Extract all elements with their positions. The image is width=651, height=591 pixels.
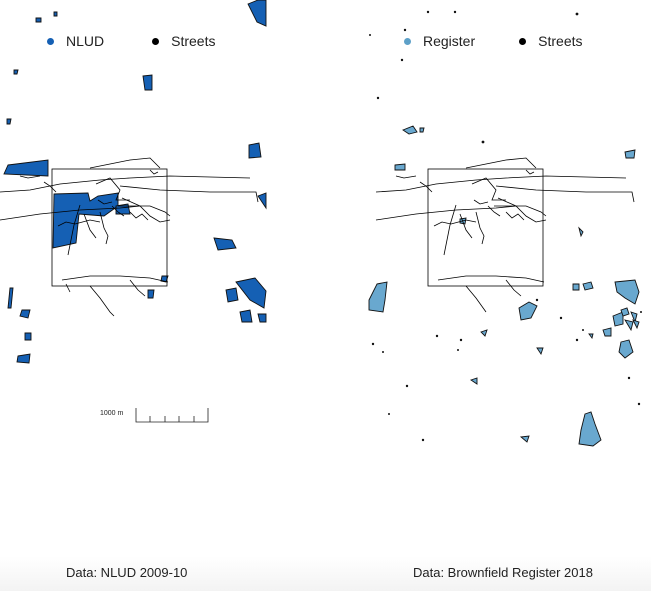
legend-item-streets: Streets xyxy=(519,33,583,49)
register-site xyxy=(632,319,640,330)
street-network xyxy=(375,157,635,313)
register-site xyxy=(536,347,544,356)
nlud-site xyxy=(257,313,267,323)
register-site xyxy=(612,311,624,327)
nlud-site xyxy=(213,237,237,251)
register-site xyxy=(578,226,584,238)
nlud-site xyxy=(7,287,14,309)
nlud-site xyxy=(53,11,58,17)
nlud-site xyxy=(248,142,262,159)
study-area-boundary xyxy=(427,168,544,287)
register-site xyxy=(618,339,634,359)
legend-label: Streets xyxy=(171,33,216,49)
nlud-site xyxy=(6,118,12,125)
register-site xyxy=(614,279,640,305)
register-site xyxy=(419,127,425,133)
register-site xyxy=(519,435,530,443)
legend-item-register: Register xyxy=(404,33,475,49)
nlud-site xyxy=(247,0,267,27)
register-legend-dot-icon xyxy=(404,37,411,45)
register-site xyxy=(624,319,634,332)
register-site xyxy=(630,311,638,324)
right-map-panel: Register Streets Data: Brownfield Regist… xyxy=(325,0,651,591)
legend-label: Register xyxy=(423,33,476,49)
nlud-site xyxy=(239,309,253,323)
register-site xyxy=(469,377,478,385)
nlud-site xyxy=(16,353,31,364)
street-network xyxy=(0,157,259,317)
register-sites xyxy=(368,125,640,447)
nlud-site xyxy=(52,192,119,249)
register-site xyxy=(368,281,388,313)
scale-bar xyxy=(135,408,209,423)
register-site xyxy=(518,301,538,321)
register-site xyxy=(402,125,418,135)
nlud-site xyxy=(225,287,239,303)
nlud-sites xyxy=(3,0,267,364)
nlud-site xyxy=(142,74,153,91)
left-map-canvas xyxy=(0,0,267,423)
register-site xyxy=(620,307,630,317)
register-site xyxy=(578,411,602,447)
register-site xyxy=(394,163,406,171)
nlud-legend-dot-icon xyxy=(47,37,54,45)
left-data-caption: Data: NLUD 2009-10 xyxy=(66,565,188,580)
nlud-site xyxy=(147,289,155,299)
nlud-site xyxy=(257,192,267,210)
register-site xyxy=(582,281,594,291)
right-data-caption: Data: Brownfield Register 2018 xyxy=(413,565,593,580)
footer-band xyxy=(0,556,651,591)
legend-item-nlud: NLUD xyxy=(47,33,104,49)
nlud-site xyxy=(35,17,42,23)
nlud-site xyxy=(13,69,19,75)
register-site xyxy=(624,149,636,159)
streets-legend-dot-icon xyxy=(152,37,160,45)
left-legend: NLUD Streets xyxy=(47,33,249,49)
right-map-canvas xyxy=(368,10,642,447)
nlud-site xyxy=(235,277,267,309)
nlud-site xyxy=(19,309,31,319)
right-legend: Register Streets xyxy=(404,33,617,49)
left-map-panel: NLUD Streets 1000 m Data: NLUD 2009-10 xyxy=(0,0,325,591)
register-site xyxy=(588,333,594,340)
register-site xyxy=(572,283,580,291)
nlud-site xyxy=(3,159,49,177)
legend-label: NLUD xyxy=(66,33,105,49)
register-site xyxy=(480,329,488,337)
register-site xyxy=(602,327,612,337)
nlud-site xyxy=(115,203,131,215)
study-area-boundary xyxy=(51,168,168,287)
register-small-sites xyxy=(369,10,642,442)
legend-item-streets: Streets xyxy=(152,33,215,49)
scale-bar-label: 1000 m xyxy=(100,410,124,417)
nlud-site xyxy=(24,332,32,341)
streets-legend-dot-icon xyxy=(519,37,527,45)
legend-label: Streets xyxy=(538,33,583,49)
